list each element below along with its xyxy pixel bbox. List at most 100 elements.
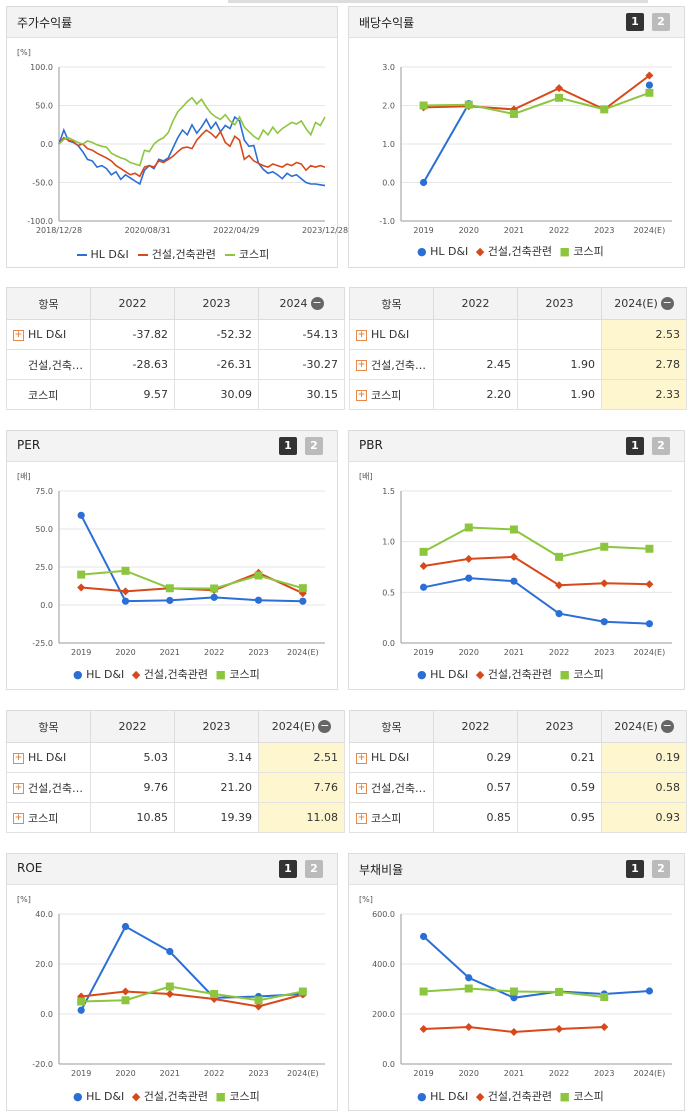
data-point-hl <box>645 987 654 995</box>
value-cell <box>517 319 602 350</box>
data-point-hl <box>254 596 263 604</box>
chart-mode-2-button[interactable]: 2 <box>652 437 670 455</box>
chart-mode-1-button[interactable]: 1 <box>626 437 644 455</box>
x-tick-label: 2024(E) <box>634 648 666 657</box>
x-tick-label: 2022 <box>549 648 569 657</box>
y-axis-unit: [%] <box>359 895 373 904</box>
data-point-con <box>419 1025 428 1033</box>
x-tick-label: 2019 <box>413 1069 433 1078</box>
series-line-con <box>58 129 326 178</box>
series-line-con <box>81 571 304 595</box>
y-tick-label: 200.0 <box>372 1010 395 1019</box>
x-tick-label: 2019 <box>413 226 433 235</box>
data-point-kospi <box>254 996 263 1005</box>
chart-mode-2-button[interactable]: 2 <box>652 860 670 878</box>
y-tick-label: 75.0 <box>35 487 53 496</box>
y-tick-label: 40.0 <box>35 910 53 919</box>
data-point-con <box>121 587 130 596</box>
expand-plus-icon[interactable]: + <box>356 813 367 824</box>
expand-plus-icon[interactable]: + <box>13 813 24 824</box>
data-point-con <box>645 580 654 589</box>
data-point-con <box>509 1028 518 1036</box>
data-point-hl <box>121 922 130 931</box>
data-point-kospi <box>509 987 518 996</box>
series-line-hl <box>80 514 303 603</box>
y-tick-label: 25.0 <box>35 563 53 572</box>
data-point-kospi <box>121 996 130 1005</box>
chart-mode-1-button[interactable]: 1 <box>626 13 644 31</box>
row-name-cell: + HL D&I <box>349 319 434 350</box>
row-name-label: 코스피 <box>28 811 59 825</box>
expand-plus-icon[interactable]: + <box>356 783 367 794</box>
expand-plus-icon[interactable]: + <box>356 752 367 764</box>
chart-mode-2-button[interactable]: 2 <box>652 13 670 31</box>
panel-header: 배당수익률 1 2 <box>349 7 684 38</box>
value-cell: -30.27 <box>258 349 345 380</box>
top-scroll-strip <box>228 0 648 3</box>
data-point-con <box>600 579 609 588</box>
y-tick-label: 2.0 <box>382 102 395 111</box>
column-header-item: 항목 <box>6 287 91 320</box>
stock-return-table: 항목 2022 2023 2024− + HL D&I -37.82 -52.32 -54.13… <box>6 287 345 410</box>
row-name-label: 건설,건축… <box>28 781 83 795</box>
x-tick-label: 2023 <box>248 648 268 657</box>
value-cell: -28.63 <box>90 349 175 380</box>
expand-plus-icon[interactable]: + <box>356 390 367 401</box>
chart-legend: HL D&I 건설,건축관련 코스피 <box>77 246 269 262</box>
legend-marker-kospi: ■ <box>559 245 570 258</box>
chart-mode-1-button[interactable]: 1 <box>626 860 644 878</box>
data-point-kospi <box>77 997 86 1006</box>
data-point-hl <box>419 178 428 187</box>
column-header-label: 2022 <box>118 720 147 733</box>
legend-marker-hl: ● <box>417 1090 427 1103</box>
y-tick-label: 0.0 <box>382 179 395 188</box>
legend-marker-con: ◆ <box>475 668 485 681</box>
legend-hl: HL D&I <box>90 248 129 261</box>
x-tick-label: 2022 <box>204 648 224 657</box>
collapse-minus-icon[interactable]: − <box>660 296 674 311</box>
expand-plus-icon[interactable]: + <box>356 360 367 371</box>
legend-marker-kospi: ■ <box>215 1090 226 1103</box>
chart-legend: ● HL D&I ◆ 건설,건축관련 ■ 코스피 <box>417 666 604 682</box>
legend-marker-hl: ● <box>417 245 427 258</box>
roe-panel: ROE 1 2 [%] 40.0 20.0 0.0 -20.0 2019 2020 2021 2… <box>6 853 338 1111</box>
pbr-panel: PBR 1 2 [배] 1.5 1.0 0.5 0.0 2019 2020 2021 2022 2… <box>348 430 685 690</box>
data-point-hl <box>645 620 654 628</box>
panel-header: 주가수익률 <box>7 7 337 38</box>
pbr-table: 항목 2022 2023 2024(E) − + HL D&I 0.29 0.21 0.19 + 건설… <box>349 710 687 833</box>
value-cell: 0.95 <box>517 802 602 833</box>
row-name-cell: 코스피 <box>6 379 91 410</box>
expand-plus-icon[interactable]: + <box>13 752 24 764</box>
legend-marker-con: ◆ <box>131 1090 141 1103</box>
chart-legend: ● HL D&I ◆ 건설,건축관련 ■ 코스피 <box>73 666 260 682</box>
dividend-table: 항목 2022 2023 2024(E) − + HL D&I 2.53 + 건설,건축… 2.45… <box>349 287 687 410</box>
collapse-minus-icon[interactable]: − <box>660 719 674 734</box>
data-point-hl <box>77 1006 85 1014</box>
legend-con: 건설,건축관련 <box>143 1090 208 1103</box>
expand-plus-icon[interactable]: + <box>356 329 367 341</box>
series-line-kospi <box>423 91 650 116</box>
legend-hl: HL D&I <box>430 245 469 258</box>
y-tick-label: 20.0 <box>35 960 53 969</box>
column-header-year: 2023 <box>517 710 602 743</box>
collapse-minus-icon[interactable]: − <box>318 719 332 734</box>
legend-kospi: 코스피 <box>573 668 604 681</box>
x-tick-label: 2020 <box>115 1069 135 1078</box>
expand-plus-icon[interactable]: + <box>13 329 24 341</box>
chart-mode-1-button[interactable]: 1 <box>279 437 297 455</box>
data-point-con <box>555 84 564 93</box>
chart-mode-2-button[interactable]: 2 <box>305 860 323 878</box>
row-name-cell: + HL D&I <box>6 742 91 773</box>
chart-mode-2-button[interactable]: 2 <box>305 437 323 455</box>
column-header-label: 2024 <box>279 296 308 310</box>
chart-mode-1-button[interactable]: 1 <box>279 860 297 878</box>
y-tick-label: 600.0 <box>372 910 395 919</box>
x-tick-label: 2021 <box>160 1069 180 1078</box>
row-name-cell: 건설,건축… <box>6 349 91 380</box>
y-tick-label: 1.0 <box>382 538 395 547</box>
value-cell: 5.03 <box>90 742 175 773</box>
data-point-hl <box>299 597 307 605</box>
legend-line-con <box>138 254 149 256</box>
collapse-minus-icon[interactable]: − <box>310 296 324 311</box>
expand-plus-icon[interactable]: + <box>13 783 24 794</box>
